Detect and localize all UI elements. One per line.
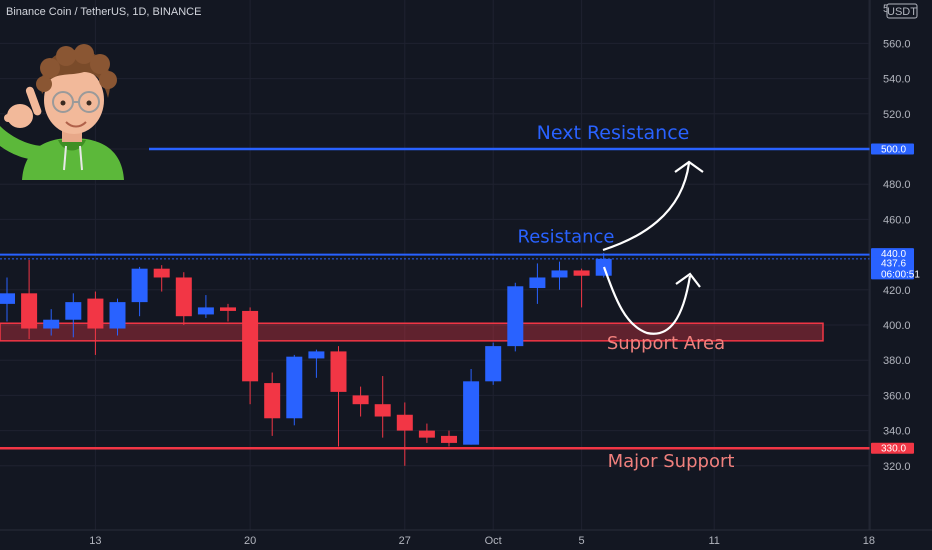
support-area-label: Support Area bbox=[607, 333, 725, 354]
candle-body bbox=[21, 293, 38, 329]
candle-body bbox=[463, 381, 480, 445]
x-tick-label: 13 bbox=[89, 535, 101, 547]
tag-resistance-text: 440.0 bbox=[881, 249, 906, 260]
x-tick-label: 18 bbox=[863, 535, 875, 547]
tag-next-resistance-text: 500.0 bbox=[881, 145, 906, 156]
y-tick-label: 560.0 bbox=[883, 38, 911, 50]
annotations bbox=[602, 160, 704, 335]
major-support-label: Major Support bbox=[608, 451, 735, 472]
levels bbox=[0, 147, 870, 450]
tag-major-support-bg bbox=[871, 442, 914, 454]
arrow-bounce-head bbox=[675, 272, 701, 288]
y-tick-label: 480.0 bbox=[883, 179, 911, 191]
y-tick-label: 460.0 bbox=[883, 214, 911, 226]
candle-body bbox=[153, 268, 170, 278]
y-tick-label: 520.0 bbox=[883, 109, 911, 121]
next-resistance-label: Next Resistance bbox=[537, 122, 690, 144]
y-tick-label: 400.0 bbox=[883, 320, 911, 332]
candle-body bbox=[441, 435, 457, 443]
tag-last-price-text: 437.6 bbox=[881, 258, 906, 269]
y-tick-label: 340.0 bbox=[883, 426, 911, 438]
candle-body bbox=[264, 383, 281, 419]
time-axis[interactable]: 13 20 27 Oct 5 11 18 bbox=[89, 535, 875, 547]
candle-body bbox=[65, 302, 82, 320]
candle-body bbox=[43, 319, 60, 329]
candle-body bbox=[529, 277, 546, 289]
x-tick-label: 5 bbox=[579, 535, 585, 547]
tag-major-support-text: 330.0 bbox=[881, 444, 906, 455]
candles bbox=[0, 252, 612, 466]
candle-body bbox=[352, 395, 369, 405]
tag-next-resistance-bg bbox=[871, 143, 914, 155]
candle-body bbox=[87, 298, 104, 329]
resistance-label: Resistance bbox=[518, 227, 615, 248]
y-tick-label: 420.0 bbox=[883, 285, 911, 297]
candle-body bbox=[220, 307, 236, 311]
chart-title: Binance Coin / TetherUS, 1D, BINANCE bbox=[6, 6, 202, 18]
arrow-to-next-resistance-head bbox=[674, 160, 704, 173]
candle-body bbox=[573, 270, 590, 276]
currency-tag: USDT bbox=[887, 6, 917, 18]
tag-last-price-bg bbox=[871, 257, 914, 280]
candle-body bbox=[131, 268, 148, 303]
y-tick-label: 320.0 bbox=[883, 461, 911, 473]
candle-body bbox=[286, 356, 303, 419]
candle-body bbox=[507, 286, 524, 347]
support-area-zone bbox=[0, 322, 824, 342]
candle-body bbox=[418, 430, 435, 438]
candle-body bbox=[485, 346, 502, 382]
y-tick-label: 540.0 bbox=[883, 74, 911, 86]
candle-body bbox=[551, 270, 568, 278]
candle-body bbox=[175, 277, 192, 317]
arrow-bounce bbox=[602, 266, 692, 335]
candle-body bbox=[374, 404, 391, 417]
avatar-memoji bbox=[0, 44, 124, 180]
arrow-to-next-resistance bbox=[602, 162, 691, 252]
time-axis-background bbox=[0, 530, 932, 550]
candle-body bbox=[330, 351, 347, 392]
candle-body bbox=[396, 414, 413, 431]
candle-body bbox=[242, 310, 259, 382]
x-tick-label: 27 bbox=[399, 535, 411, 547]
y-tick-label: 360.0 bbox=[883, 390, 911, 402]
currency-tag-bg bbox=[886, 3, 918, 19]
tag-last-price-text: 06:00:51 bbox=[881, 269, 920, 280]
y-tick-label: 380.0 bbox=[883, 355, 911, 367]
x-tick-label: 20 bbox=[244, 535, 256, 547]
candle-body bbox=[0, 293, 15, 304]
tag-resistance-bg bbox=[871, 248, 914, 260]
x-tick-label: 11 bbox=[708, 535, 719, 547]
candle-body bbox=[109, 302, 126, 329]
level-labels: Next Resistance Resistance Support Area Maj… bbox=[518, 122, 735, 472]
x-tick-label: Oct bbox=[485, 535, 502, 547]
candle-body bbox=[197, 307, 214, 315]
candle-body bbox=[308, 351, 325, 359]
